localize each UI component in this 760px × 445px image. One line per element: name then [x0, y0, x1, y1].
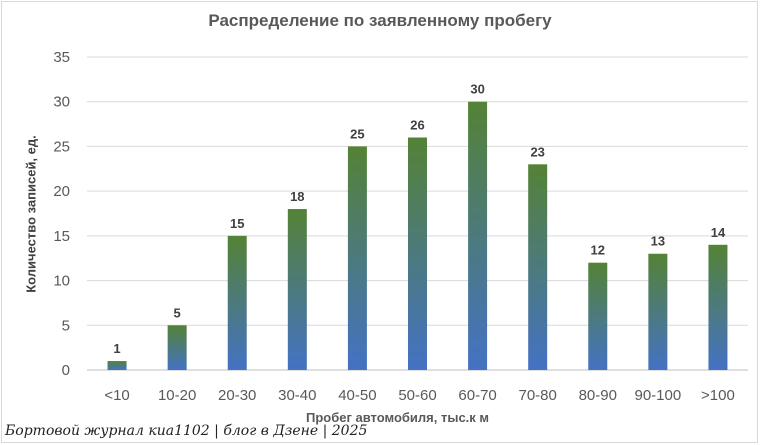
x-tick-label: 70-80 [518, 387, 556, 404]
data-label: 18 [290, 189, 304, 204]
bar [528, 164, 548, 370]
y-tick-label: 10 [53, 273, 70, 290]
chart-title: Распределение по заявленному пробегу [208, 11, 552, 30]
x-tick-label: >100 [701, 387, 735, 404]
data-label: 14 [711, 225, 726, 240]
y-tick-label: 30 [53, 94, 70, 111]
data-label: 15 [230, 216, 244, 231]
y-tick-label: 0 [62, 362, 70, 379]
x-tick-label: 20-30 [218, 387, 256, 404]
y-tick-label: 20 [53, 183, 70, 200]
bar [167, 325, 187, 370]
y-tick-label: 35 [53, 49, 70, 66]
data-label: 5 [174, 305, 181, 320]
data-label: 25 [350, 126, 364, 141]
x-tick-label: <10 [104, 387, 129, 404]
x-tick-label: 40-50 [338, 387, 376, 404]
x-tick-label: 90-100 [635, 387, 682, 404]
bar [588, 262, 608, 370]
bar [648, 253, 668, 370]
y-tick-label: 25 [53, 138, 70, 155]
data-label: 23 [530, 144, 544, 159]
y-tick-label: 15 [53, 228, 70, 245]
data-label: 13 [651, 234, 665, 249]
bar [227, 235, 247, 370]
bar [408, 137, 427, 370]
x-tick-label: 10-20 [158, 387, 196, 404]
bar [287, 209, 307, 370]
bar [347, 146, 367, 370]
data-label: 26 [410, 117, 424, 132]
bar [708, 244, 728, 370]
x-tick-label: 60-70 [458, 387, 496, 404]
y-tick-label: 5 [62, 317, 70, 334]
data-label: 1 [113, 341, 120, 356]
bar [107, 361, 127, 370]
x-axis-label: Пробег автомобиля, тыс.к м [305, 410, 490, 425]
x-tick-label: 80-90 [579, 387, 617, 404]
x-tick-label: 50-60 [398, 387, 436, 404]
data-label: 12 [591, 243, 605, 258]
data-label: 30 [470, 82, 484, 97]
bar [468, 101, 488, 370]
x-tick-label: 30-40 [278, 387, 316, 404]
watermark: Бортовой журнал киа1102 | блог в Дзене |… [5, 423, 368, 439]
